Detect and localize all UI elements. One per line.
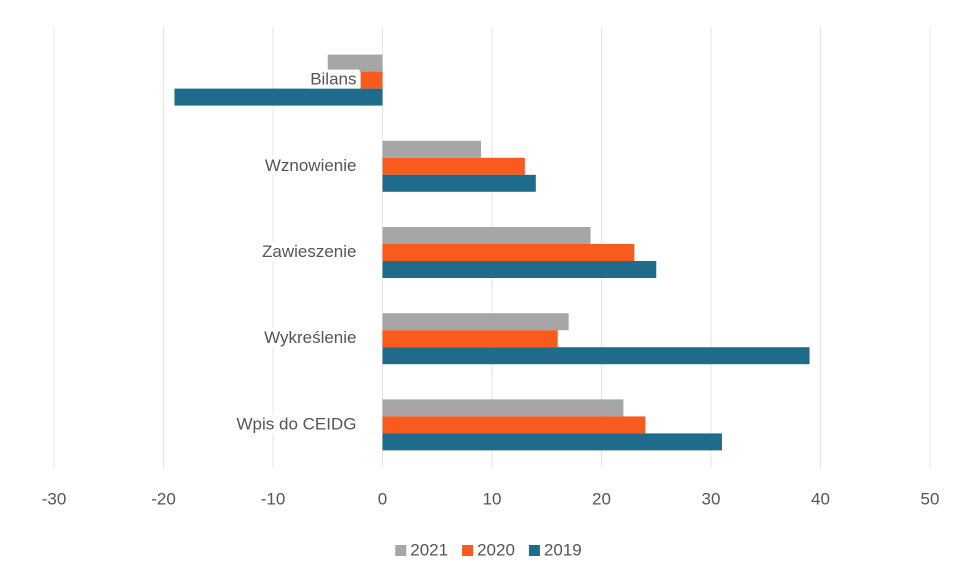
category-label: Wykreślenie xyxy=(264,328,356,347)
category-label: Wznowienie xyxy=(265,156,357,175)
x-tick-label: 20 xyxy=(592,489,611,508)
legend-swatch xyxy=(395,545,407,556)
bar xyxy=(382,261,657,278)
legend-swatch xyxy=(462,545,474,556)
x-tick-label: 50 xyxy=(921,489,940,508)
label-background xyxy=(307,69,360,89)
bar xyxy=(382,416,646,434)
x-tick-label: 0 xyxy=(378,489,387,508)
bar xyxy=(382,174,536,192)
x-tick-label: 30 xyxy=(702,489,721,508)
bar xyxy=(382,347,810,365)
label-background xyxy=(233,414,360,434)
bar xyxy=(382,399,624,417)
bar xyxy=(382,244,635,261)
category-label: Bilans xyxy=(310,70,356,89)
x-tick-label: -10 xyxy=(261,489,286,508)
bar xyxy=(382,313,569,331)
legend-swatch xyxy=(528,545,540,556)
label-background xyxy=(261,155,360,175)
category-label: Zawieszenie xyxy=(262,242,357,261)
bar xyxy=(360,71,383,89)
legend-label: 2020 xyxy=(477,540,515,559)
bar xyxy=(382,157,525,175)
category-label: Wpis do CEIDG xyxy=(237,414,357,433)
x-tick-label: 10 xyxy=(483,489,502,508)
legend-item: 2020 xyxy=(462,540,515,559)
bar xyxy=(382,330,558,348)
x-tick-label: -20 xyxy=(151,489,176,508)
bar xyxy=(382,140,482,158)
x-tick-label: -30 xyxy=(42,489,67,508)
legend-label: 2019 xyxy=(544,540,582,559)
bar xyxy=(327,54,383,72)
x-tick-label: 40 xyxy=(811,489,830,508)
legend-item: 2019 xyxy=(528,540,582,559)
legend-label: 2021 xyxy=(410,540,448,559)
label-background xyxy=(259,241,360,261)
bar xyxy=(174,88,383,106)
bar xyxy=(382,433,722,451)
bar xyxy=(382,227,591,244)
label-background xyxy=(261,328,360,348)
legend-item: 2021 xyxy=(395,540,448,559)
